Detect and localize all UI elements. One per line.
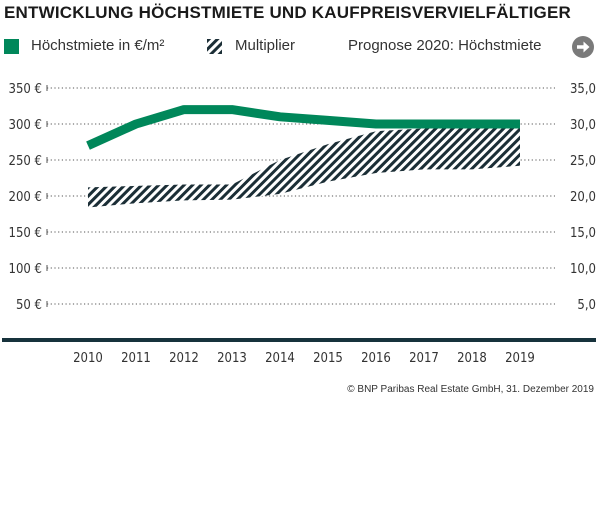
left-tick-label: 250 €: [9, 154, 42, 169]
legend-label-rent: Höchstmiete in €/m²: [31, 37, 165, 54]
right-tick-label: 35,0: [570, 82, 596, 97]
left-tick-label: 350 €: [9, 82, 42, 97]
x-tick-label: 2011: [121, 351, 151, 366]
baseline: [2, 338, 596, 342]
rent-line: [86, 105, 520, 150]
left-tick-label: 100 €: [9, 262, 42, 277]
chart: 50 € 5,0 100 € 10,0 150 € 15,0 200 € 20,0 250 € 2…: [2, 82, 596, 366]
legend: Höchstmiete in €/m² Multiplier Prognose …: [4, 36, 600, 58]
right-tick-label: 20,0: [570, 190, 596, 205]
x-tick-label: 2010: [73, 351, 103, 366]
right-tick-label: 5,0: [577, 298, 596, 313]
multiplier-band: [88, 127, 520, 208]
x-tick-label: 2012: [169, 351, 199, 366]
x-tick-label: 2013: [217, 351, 247, 366]
chart-title: ENTWICKLUNG HÖCHSTMIETE UND KAUFPREISVER…: [4, 3, 572, 22]
right-tick-label: 15,0: [570, 226, 596, 241]
x-tick-label: 2019: [505, 351, 535, 366]
forecast-link[interactable]: Prognose 2020: Höchstmiete: [348, 37, 542, 54]
copyright-footer: © BNP Paribas Real Estate GmbH, 31. Deze…: [347, 384, 594, 395]
x-tick-label: 2014: [265, 351, 295, 366]
right-tick-label: 10,0: [570, 262, 596, 277]
right-tick-label: 30,0: [570, 118, 596, 133]
left-tick-label: 150 €: [9, 226, 42, 241]
left-tick-label: 50 €: [16, 298, 42, 313]
legend-swatch-rent: [4, 39, 19, 54]
right-tick-label: 25,0: [570, 154, 596, 169]
x-tick-label: 2017: [409, 351, 439, 366]
x-tick-label: 2015: [313, 351, 343, 366]
left-tick-label: 300 €: [9, 118, 42, 133]
arrow-right-circle-icon[interactable]: [572, 36, 594, 58]
x-tick-label: 2018: [457, 351, 487, 366]
legend-label-multiplier: Multiplier: [235, 37, 296, 54]
x-tick-label: 2016: [361, 351, 391, 366]
legend-swatch-multiplier: [207, 39, 222, 54]
left-tick-label: 200 €: [9, 190, 42, 205]
